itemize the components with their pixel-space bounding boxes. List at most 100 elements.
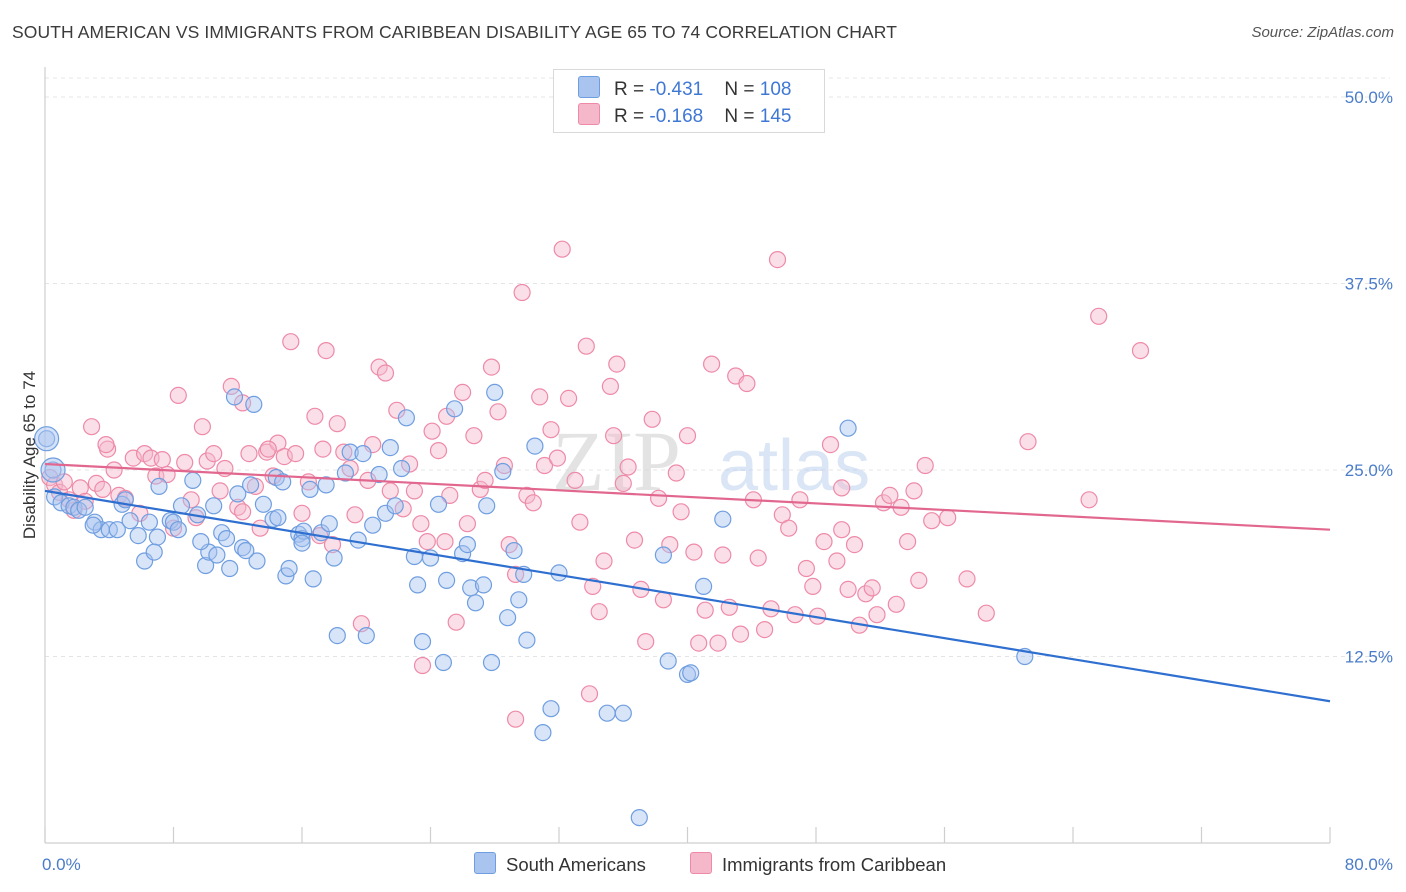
x-tick-labels: 0.0% 80.0% (42, 855, 1393, 874)
caribbean-point (898, 532, 917, 551)
south-american-point (458, 535, 476, 554)
caribbean-point (370, 358, 388, 376)
south-american-point (304, 570, 322, 588)
caribbean-point (714, 546, 732, 564)
caribbean-point (176, 453, 194, 472)
caribbean-point (797, 559, 816, 578)
caribbean-point (328, 415, 346, 433)
caribbean-point (868, 606, 886, 624)
caribbean-point (153, 451, 171, 469)
south-american-point (438, 571, 456, 590)
caribbean-point (595, 552, 613, 570)
bottom-legend-south-americans: South Americans (474, 852, 646, 876)
caribbean-point (580, 685, 599, 703)
caribbean-point (535, 456, 554, 475)
caribbean-point (317, 342, 335, 360)
caribbean-point (780, 519, 798, 537)
caribbean-point (542, 421, 560, 439)
south-american-point (393, 459, 411, 478)
caribbean-point (828, 552, 846, 570)
caribbean-point (768, 251, 787, 269)
south-american-point (499, 609, 517, 627)
south-american-point (357, 626, 375, 645)
south-american-point (694, 577, 713, 596)
caribbean-point (804, 577, 822, 596)
south-american-point (293, 534, 311, 552)
legend-row-south-americans: R = -0.431 N = 108 (578, 76, 791, 100)
caribbean-point (1090, 307, 1108, 325)
caribbean-point (916, 456, 934, 475)
caribbean-point (637, 632, 655, 651)
legend-n-value: 145 (759, 106, 792, 127)
caribbean-point (887, 595, 905, 613)
south-american-point (409, 576, 427, 594)
caribbean-point (405, 482, 423, 500)
legend-r-label: R = (614, 106, 650, 127)
caribbean-point (977, 604, 995, 622)
caribbean-point (282, 333, 300, 351)
south-american-point (269, 509, 287, 527)
caribbean-point (381, 482, 399, 500)
south-american-point (129, 526, 147, 545)
south-american-point (526, 437, 544, 455)
south-american-point (301, 480, 319, 498)
y-tick-labels: 12.5% 25.0% 37.5% 50.0% (1345, 88, 1393, 667)
caribbean-point (731, 625, 750, 643)
y-axis-title: Disability Age 65 to 74 (20, 371, 39, 539)
bottom-legend-caribbean: Immigrants from Caribbean (690, 852, 946, 876)
x-tick-label: 0.0% (42, 855, 81, 874)
caribbean-point (211, 482, 229, 500)
south-american-point (550, 564, 568, 582)
caribbean-point (205, 445, 223, 463)
caribbean-point (1019, 433, 1037, 451)
legend-r-value: -0.168 (649, 106, 704, 127)
caribbean-point (222, 377, 240, 395)
bottom-legend-swatch-blue (474, 852, 496, 874)
caribbean-point (661, 535, 679, 554)
south-american-point (413, 632, 432, 651)
caribbean-point (482, 358, 501, 376)
source-label: Source: ZipAtlas.com (1251, 24, 1394, 41)
caribbean-point (240, 445, 258, 463)
caribbean-point (401, 455, 419, 473)
caribbean-point (454, 383, 472, 401)
caribbean-point (423, 422, 441, 440)
caribbean-point (702, 355, 721, 373)
caribbean-point (548, 449, 567, 467)
caribbean-point (738, 374, 756, 393)
caribbean-point (649, 489, 668, 507)
south-american-point (108, 521, 126, 539)
caribbean-point (169, 386, 187, 404)
south-american-point (234, 538, 252, 557)
caribbean-point (429, 442, 448, 460)
caribbean-point (619, 458, 637, 476)
caribbean-point (821, 436, 840, 454)
south-american-point (317, 476, 335, 494)
caribbean-point (476, 471, 494, 489)
caribbean-point (182, 491, 200, 509)
south-american-point (150, 477, 168, 495)
legend-row-caribbean: R = -0.168 N = 145 (578, 103, 791, 127)
south-american-point (614, 704, 632, 722)
south-american-point (320, 515, 338, 533)
south-american-point (169, 521, 187, 539)
south-american-point (542, 700, 560, 718)
south-american-point (659, 652, 677, 670)
caribbean-point (625, 531, 644, 549)
south-american-point (478, 497, 496, 515)
y-tick-label: 25.0% (1345, 461, 1393, 480)
caribbean-point (672, 503, 690, 521)
legend-swatch-blue (578, 76, 600, 98)
caribbean-point (604, 427, 623, 445)
caribbean-point (749, 549, 767, 567)
south-american-point (466, 594, 485, 612)
caribbean-point (105, 461, 123, 479)
south-american-point (121, 512, 139, 530)
south-american-point (654, 546, 673, 564)
caribbean-point (958, 570, 976, 588)
caribbean-point (791, 491, 809, 509)
caribbean-point (506, 710, 525, 728)
south-american-point (208, 546, 226, 564)
caribbean-point (654, 591, 673, 609)
caribbean-point (755, 620, 774, 639)
